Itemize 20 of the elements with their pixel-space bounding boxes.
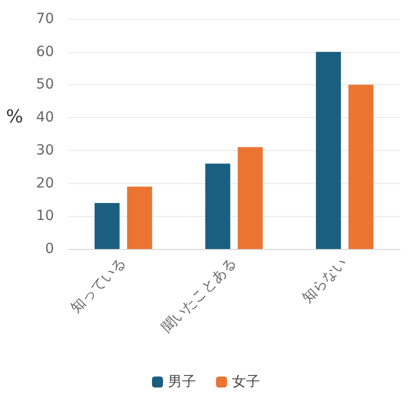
- bar: [127, 186, 152, 249]
- bar: [316, 52, 341, 249]
- y-tick-label: 20: [36, 175, 54, 192]
- y-tick-label: 0: [45, 241, 54, 257]
- y-axis-title: %: [6, 106, 24, 128]
- y-tick-label: 70: [36, 11, 54, 27]
- bar: [94, 203, 120, 249]
- x-tick-label: 聞いたことある: [159, 255, 240, 336]
- bar: [205, 164, 230, 249]
- y-tick-label: 60: [36, 44, 54, 60]
- x-tick-label: 知っている: [68, 255, 129, 316]
- y-tick-label: 10: [36, 208, 54, 224]
- bar: [238, 147, 263, 249]
- x-tick-label: 知らない: [299, 255, 350, 306]
- legend-label: 男子: [168, 374, 196, 390]
- y-tick-label: 40: [36, 110, 54, 126]
- legend-label: 女子: [232, 374, 260, 390]
- y-tick-label: 30: [36, 142, 54, 158]
- y-tick-label: 50: [36, 76, 54, 93]
- bar: [348, 84, 374, 249]
